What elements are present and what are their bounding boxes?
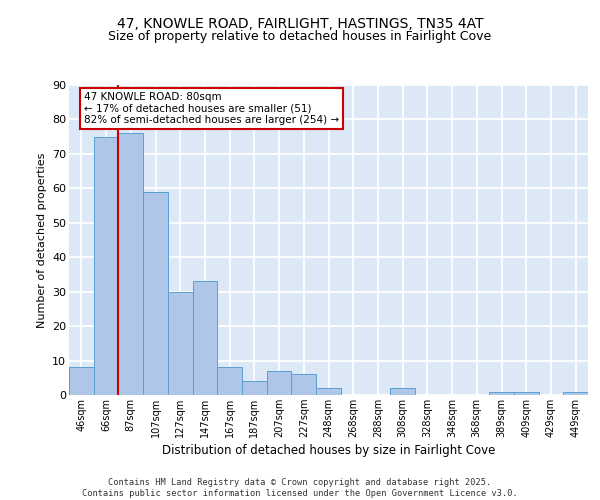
Bar [514,392,539,395]
Bar [143,192,168,395]
Bar [193,282,217,395]
Bar [69,368,94,395]
Bar [316,388,341,395]
Text: 47 KNOWLE ROAD: 80sqm
← 17% of detached houses are smaller (51)
82% of semi-deta: 47 KNOWLE ROAD: 80sqm ← 17% of detached … [84,92,339,125]
X-axis label: Distribution of detached houses by size in Fairlight Cove: Distribution of detached houses by size … [162,444,495,457]
Bar [242,381,267,395]
Bar [118,133,143,395]
Bar [168,292,193,395]
Y-axis label: Number of detached properties: Number of detached properties [37,152,47,328]
Text: Contains HM Land Registry data © Crown copyright and database right 2025.
Contai: Contains HM Land Registry data © Crown c… [82,478,518,498]
Text: 47, KNOWLE ROAD, FAIRLIGHT, HASTINGS, TN35 4AT: 47, KNOWLE ROAD, FAIRLIGHT, HASTINGS, TN… [117,18,483,32]
Bar [217,368,242,395]
Bar [267,371,292,395]
Text: Size of property relative to detached houses in Fairlight Cove: Size of property relative to detached ho… [109,30,491,43]
Bar [489,392,514,395]
Bar [390,388,415,395]
Bar [563,392,588,395]
Bar [292,374,316,395]
Bar [94,136,118,395]
